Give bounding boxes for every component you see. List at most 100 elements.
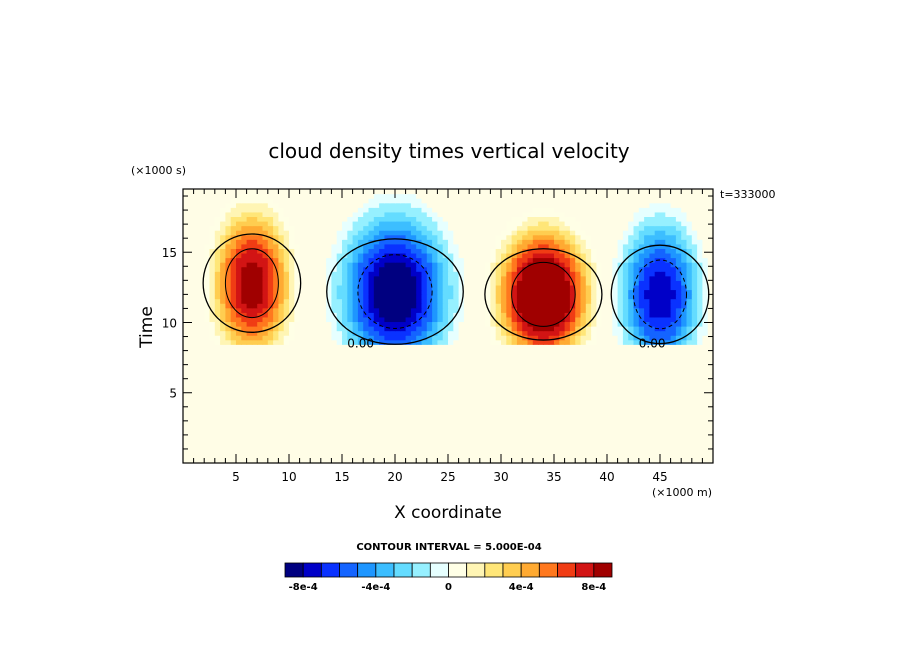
heatmap-cell xyxy=(596,289,603,295)
heatmap-cell xyxy=(532,307,539,313)
heatmap-cell xyxy=(363,380,370,386)
heatmap-cell xyxy=(670,257,677,263)
heatmap-cell xyxy=(469,357,476,364)
heatmap-cell xyxy=(273,321,279,327)
heatmap-cell xyxy=(421,234,428,240)
heatmap-cell xyxy=(479,357,486,364)
heatmap-cell xyxy=(596,298,603,304)
heatmap-cell xyxy=(251,326,258,332)
heatmap-cell xyxy=(591,394,597,400)
heatmap-cell xyxy=(543,248,550,254)
heatmap-cell xyxy=(198,239,205,245)
heatmap-cell xyxy=(432,421,438,428)
heatmap-cell xyxy=(644,312,650,318)
heatmap-cell xyxy=(241,234,248,240)
heatmap-cell xyxy=(273,316,279,323)
heatmap-cell xyxy=(485,326,491,332)
heatmap-cell xyxy=(617,335,624,341)
heatmap-cell xyxy=(310,408,317,414)
heatmap-cell xyxy=(665,403,672,409)
heatmap-cell xyxy=(326,239,332,245)
heatmap-cell xyxy=(357,326,364,332)
heatmap-cell xyxy=(670,449,677,455)
heatmap-cell xyxy=(670,335,677,341)
heatmap-cell xyxy=(463,284,470,291)
heatmap-cell xyxy=(289,257,295,263)
heatmap-cell xyxy=(236,399,242,405)
heatmap-cell xyxy=(485,234,491,240)
heatmap-cell xyxy=(363,385,370,391)
heatmap-cell xyxy=(490,403,497,409)
heatmap-cell xyxy=(458,431,465,437)
heatmap-cell xyxy=(591,280,597,286)
heatmap-cell xyxy=(188,449,195,455)
heatmap-cell xyxy=(543,294,550,300)
heatmap-cell xyxy=(331,417,338,423)
heatmap-cell xyxy=(580,389,587,396)
heatmap-cell xyxy=(278,371,285,377)
heatmap-cell xyxy=(506,284,513,291)
heatmap-cell xyxy=(283,408,290,414)
heatmap-cell xyxy=(511,312,518,318)
heatmap-cell xyxy=(681,412,688,418)
heatmap-cell xyxy=(432,280,438,286)
heatmap-cell xyxy=(209,399,216,405)
heatmap-cell xyxy=(384,362,391,368)
heatmap-cell xyxy=(691,271,698,277)
heatmap-cell xyxy=(294,239,301,245)
heatmap-cell xyxy=(697,289,703,295)
heatmap-cell xyxy=(522,353,529,359)
heatmap-cell xyxy=(532,367,539,373)
heatmap-cell xyxy=(225,371,232,377)
heatmap-cell xyxy=(548,339,555,345)
heatmap-cell xyxy=(315,284,322,291)
heatmap-cell xyxy=(389,321,396,327)
heatmap-cell xyxy=(251,316,258,323)
heatmap-cell xyxy=(225,289,232,295)
heatmap-cell xyxy=(585,316,592,323)
heatmap-cell xyxy=(612,248,619,254)
heatmap-cell xyxy=(474,431,481,437)
heatmap-cell xyxy=(638,330,645,336)
heatmap-cell xyxy=(363,248,370,254)
heatmap-cell xyxy=(289,289,295,295)
heatmap-cell xyxy=(395,307,401,313)
heatmap-cell xyxy=(395,431,401,437)
heatmap-cell xyxy=(442,284,449,291)
heatmap-cell xyxy=(559,362,566,368)
heatmap-cell xyxy=(622,307,629,313)
heatmap-cell xyxy=(183,243,189,249)
heatmap-cell xyxy=(278,417,285,423)
heatmap-cell xyxy=(273,298,279,304)
heatmap-cell xyxy=(612,385,619,391)
heatmap-cell xyxy=(442,376,449,382)
heatmap-cell xyxy=(490,435,497,441)
heatmap-cell xyxy=(622,440,629,446)
heatmap-cell xyxy=(357,330,364,336)
heatmap-cell xyxy=(262,426,269,432)
heatmap-cell xyxy=(262,449,269,455)
heatmap-cell xyxy=(225,326,232,332)
heatmap-cell xyxy=(463,417,470,423)
heatmap-cell xyxy=(225,376,232,382)
heatmap-cell xyxy=(273,284,279,291)
heatmap-cell xyxy=(331,298,338,304)
heatmap-cell xyxy=(395,234,401,240)
heatmap-cell xyxy=(490,307,497,313)
heatmap-cell xyxy=(310,257,317,263)
heatmap-cell xyxy=(326,417,332,423)
x-axis-unit: (×1000 m) xyxy=(652,486,712,499)
heatmap-cell xyxy=(363,234,370,240)
heatmap-cell xyxy=(564,344,571,350)
heatmap-cell xyxy=(326,348,332,354)
heatmap-cell xyxy=(347,426,354,432)
heatmap-cell xyxy=(384,289,391,295)
heatmap-cell xyxy=(289,234,295,240)
heatmap-cell xyxy=(654,367,661,373)
heatmap-cell xyxy=(310,421,317,428)
heatmap-cell xyxy=(707,449,714,455)
heatmap-cell xyxy=(511,408,518,414)
heatmap-cell xyxy=(336,316,343,323)
heatmap-cell xyxy=(543,280,550,286)
heatmap-cell xyxy=(580,371,587,377)
